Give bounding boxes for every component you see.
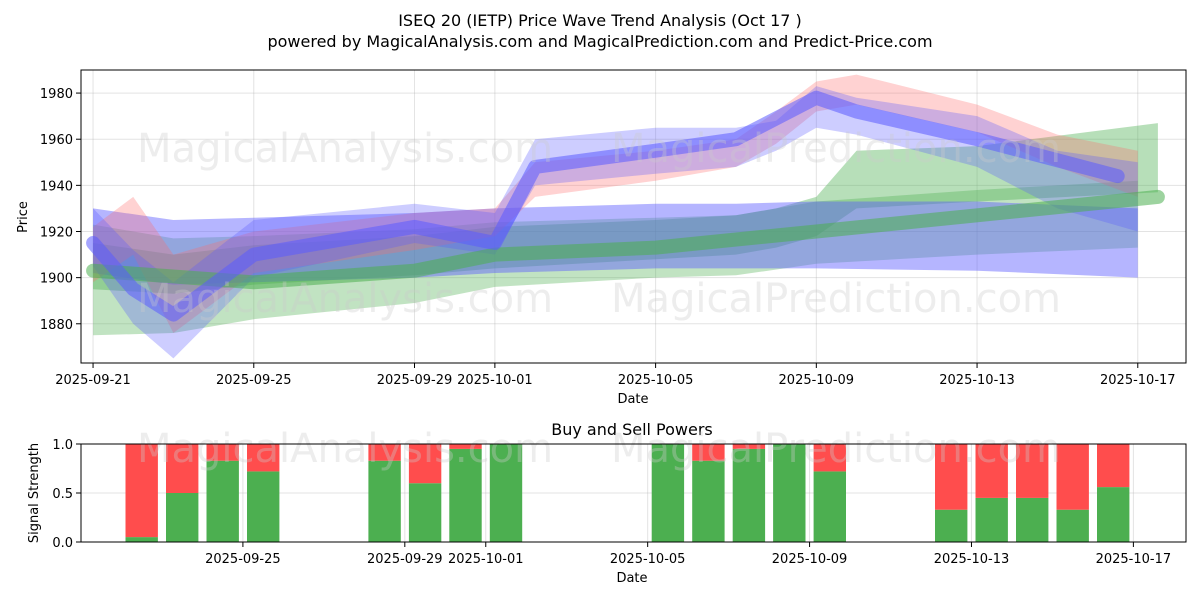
- price-y-tick-label: 1960: [40, 133, 73, 148]
- sell-bar: [813, 444, 846, 472]
- price-y-tick-label: 1880: [40, 318, 73, 333]
- price-x-tick-label: 2025-10-17: [1100, 373, 1176, 388]
- buy-bar: [1016, 497, 1049, 542]
- signal-x-tick-label: 2025-09-29: [367, 552, 443, 567]
- buy-bar: [773, 444, 806, 542]
- watermark-bottom-right: MagicalPrediction.com: [611, 426, 1061, 472]
- price-y-axis-label: Price: [16, 201, 31, 233]
- sell-bar: [449, 444, 482, 449]
- price-plot: MagicalAnalysis.com MagicalPrediction.co…: [16, 69, 1187, 407]
- buy-bar: [125, 537, 158, 542]
- sell-bar: [1016, 444, 1049, 498]
- price-plot-frame: [80, 69, 1187, 364]
- sell-bar: [206, 444, 239, 461]
- price-y-tick-label: 1900: [40, 272, 73, 287]
- signal-y-tick-label: 0.0: [52, 536, 73, 551]
- sell-bar: [125, 444, 158, 538]
- signal-chart-title: Buy and Sell Powers: [551, 420, 713, 439]
- sell-bar: [166, 444, 199, 493]
- signal-y-tick-label: 1.0: [52, 438, 73, 453]
- signal-y-ticks: 0.0 0.5 1.0: [52, 438, 81, 551]
- price-y-tick-label: 1920: [40, 225, 73, 240]
- buy-bar: [813, 471, 846, 542]
- buy-bar: [247, 471, 280, 542]
- chart-subtitle: powered by MagicalAnalysis.com and Magic…: [267, 32, 932, 51]
- signal-x-tick-label: 2025-10-09: [772, 552, 848, 567]
- buy-bar: [368, 460, 401, 542]
- price-band-1: [93, 123, 1158, 294]
- buy-bar: [692, 460, 725, 542]
- sell-bar: [975, 444, 1008, 498]
- signal-x-tick-label: 2025-09-25: [205, 552, 281, 567]
- watermark-top-left: MagicalAnalysis.com: [137, 126, 553, 172]
- buy-bar: [651, 444, 685, 542]
- price-watermarks: MagicalAnalysis.com MagicalPrediction.co…: [137, 126, 1061, 322]
- price-band-3: [93, 74, 1138, 333]
- signal-x-tick-label: 2025-10-05: [610, 552, 686, 567]
- signal-x-tick-label: 2025-10-13: [934, 552, 1010, 567]
- watermark-mid-left: MagicalAnalysis.com: [137, 276, 553, 322]
- buy-bar: [489, 444, 523, 542]
- buy-bar: [449, 448, 482, 542]
- sell-bar: [1097, 444, 1130, 488]
- price-x-tick-label: 2025-09-21: [55, 373, 131, 388]
- signal-x-tick-label: 2025-10-17: [1096, 552, 1172, 567]
- watermark-mid-right: MagicalPrediction.com: [611, 276, 1061, 322]
- signal-x-tick-label: 2025-10-01: [448, 552, 524, 567]
- buy-bar: [206, 460, 239, 542]
- signal-x-ticks: 2025-09-25 2025-09-29 2025-10-01 2025-10-05…: [205, 542, 1171, 567]
- sell-bar: [692, 444, 725, 461]
- price-band-4: [93, 86, 1138, 359]
- price-x-ticks: 2025-09-21 2025-09-25 2025-09-29 2025-10-01…: [55, 363, 1176, 388]
- price-lines: [86, 90, 1165, 322]
- sell-bar: [368, 444, 401, 461]
- signal-y-tick-label: 0.5: [52, 487, 73, 502]
- signal-plot: Buy and Sell Powers MagicalAnalysis.com …: [27, 420, 1187, 586]
- buy-bar: [935, 509, 968, 542]
- sell-bar: [408, 444, 442, 484]
- sell-bar: [935, 444, 968, 510]
- price-x-axis-label: Date: [617, 392, 648, 407]
- buy-bar: [166, 493, 199, 542]
- sell-bar: [1056, 444, 1089, 510]
- buy-bar: [732, 448, 766, 542]
- price-trend-line-1: [86, 90, 1125, 322]
- signal-bars: [125, 444, 1130, 542]
- signal-y-axis-label: Signal Strength: [27, 443, 42, 543]
- price-x-tick-label: 2025-09-29: [377, 373, 453, 388]
- buy-bar: [1056, 509, 1089, 542]
- signal-x-axis-label: Date: [616, 571, 647, 586]
- sell-bar: [247, 444, 280, 472]
- price-y-ticks: 1880 1900 1920 1940 1960 1980: [40, 87, 81, 333]
- price-y-tick-label: 1980: [40, 87, 73, 102]
- price-y-tick-label: 1940: [40, 179, 73, 194]
- signal-watermarks: MagicalAnalysis.com MagicalPrediction.co…: [137, 426, 1061, 472]
- price-x-tick-label: 2025-09-25: [216, 373, 292, 388]
- price-trend-line-0: [86, 189, 1165, 290]
- price-x-tick-label: 2025-10-09: [779, 373, 855, 388]
- sell-bar: [732, 444, 766, 449]
- price-x-tick-label: 2025-10-13: [939, 373, 1015, 388]
- buy-bar: [408, 483, 442, 542]
- buy-bar: [975, 497, 1008, 542]
- price-x-tick-label: 2025-10-05: [618, 373, 694, 388]
- buy-bar: [1097, 487, 1130, 542]
- watermark-bottom-left: MagicalAnalysis.com: [137, 426, 553, 472]
- watermark-top-right: MagicalPrediction.com: [611, 126, 1061, 172]
- price-x-tick-label: 2025-10-01: [457, 373, 533, 388]
- chart-title: ISEQ 20 (IETP) Price Wave Trend Analysis…: [398, 11, 802, 30]
